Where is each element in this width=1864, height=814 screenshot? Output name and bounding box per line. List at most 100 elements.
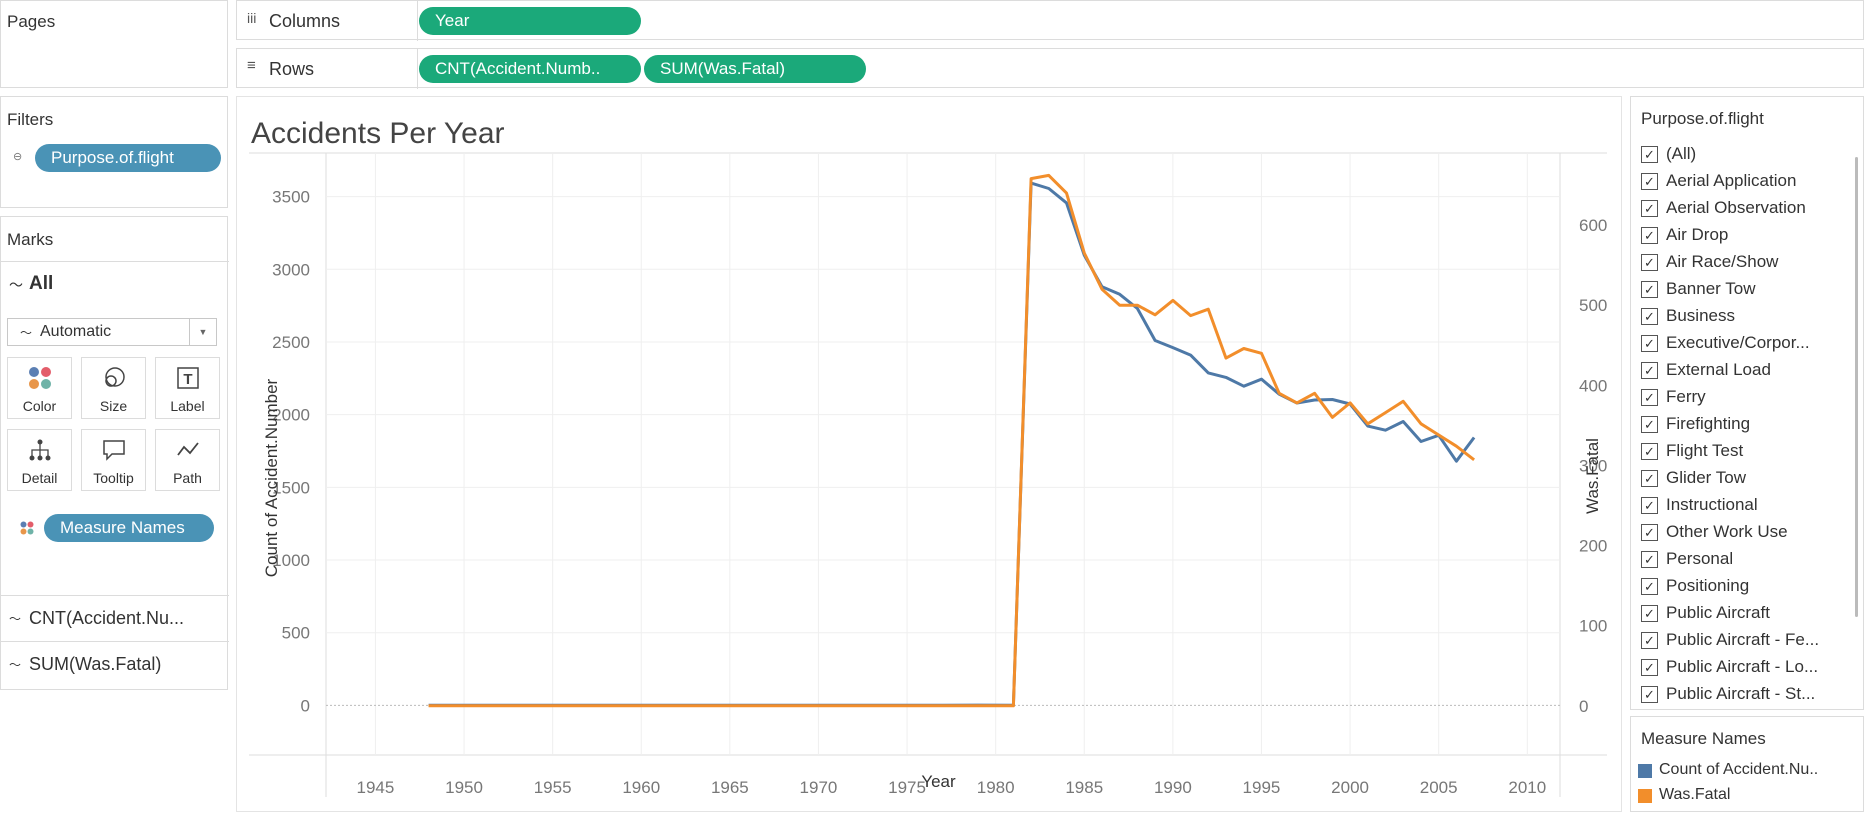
checkbox-checked-icon[interactable]: ✓ (1641, 497, 1658, 514)
accidents-line-chart[interactable]: Accidents Per Year 1945 1950 1955 1960 1965 1… (237, 97, 1621, 811)
y-left-tick-label: 3000 (272, 260, 310, 279)
checkbox-checked-icon[interactable]: ✓ (1641, 335, 1658, 352)
y-left-axis-label: Count of Accident.Number (262, 378, 281, 577)
x-tick-label: 1955 (534, 778, 572, 797)
y-left-tick-label: 0 (301, 696, 310, 715)
x-tick-label: 1950 (445, 778, 483, 797)
color-icon (29, 367, 51, 389)
checkbox-checked-icon[interactable]: ✓ (1641, 605, 1658, 622)
label-card[interactable]: T Label (155, 357, 220, 419)
filter-item-label: External Load (1666, 360, 1771, 379)
marks-measure-row[interactable]: 〜 CNT(Accident.Nu... (1, 595, 229, 641)
filter-icon: ⊖ (13, 151, 23, 163)
color-pill-measure-names[interactable]: Measure Names (44, 514, 214, 542)
checkbox-checked-icon[interactable]: ✓ (1641, 389, 1658, 406)
tooltip-icon (103, 440, 125, 461)
filter-item-label: Instructional (1666, 495, 1758, 514)
checkbox-checked-icon[interactable]: ✓ (1641, 227, 1658, 244)
label-icon: T (177, 367, 199, 389)
legend-label-count[interactable]: Count of Accident.Nu.. (1659, 761, 1819, 778)
x-tick-label: 1965 (711, 778, 749, 797)
y-right-tick-label: 400 (1579, 376, 1607, 395)
filter-item-label: Glider Tow (1666, 468, 1746, 487)
rows-icon: ≡ (247, 57, 256, 74)
checkbox-checked-icon[interactable]: ✓ (1641, 443, 1658, 460)
checkbox-checked-icon[interactable]: ✓ (1641, 173, 1658, 190)
filters-title: Filters (7, 110, 54, 129)
checkbox-checked-icon[interactable]: ✓ (1641, 524, 1658, 541)
y-left-tick-label: 500 (282, 624, 310, 643)
filter-scrollbar[interactable] (1855, 157, 1858, 617)
column-pill-year[interactable]: Year (419, 7, 641, 35)
pages-pane: Pages (0, 0, 228, 88)
label-card-label: Label (170, 398, 205, 414)
size-card[interactable]: Size (81, 357, 146, 419)
filter-item-label: Firefighting (1666, 414, 1751, 433)
marks-all-label[interactable]: All (29, 273, 54, 294)
filter-pill-purpose[interactable]: Purpose.of.flight (35, 144, 221, 172)
row-pill-fatal[interactable]: SUM(Was.Fatal) (644, 55, 866, 83)
detail-card-label: Detail (21, 470, 58, 486)
y-left-tick-label: 2000 (272, 406, 310, 425)
y-right-tick-label: 600 (1579, 216, 1607, 235)
marks-measure-row[interactable]: 〜 SUM(Was.Fatal) (1, 641, 229, 689)
line-mark-icon: 〜 (9, 612, 22, 626)
tooltip-card[interactable]: Tooltip (81, 429, 146, 491)
legend-swatch-count (1638, 764, 1652, 778)
checkbox-checked-icon[interactable]: ✓ (1641, 632, 1658, 649)
detail-card[interactable]: Detail (7, 429, 72, 491)
filters-pane: Filters ⊖ Purpose.of.flight (0, 96, 228, 208)
x-tick-label: 1960 (622, 778, 660, 797)
checkbox-checked-icon[interactable]: ✓ (1641, 686, 1658, 703)
rows-shelf[interactable]: ≡ Rows CNT(Accident.Numb.. SUM(Was.Fatal… (236, 48, 1864, 89)
filter-item-label: Public Aircraft (1666, 603, 1770, 622)
color-icon (20, 521, 34, 535)
y-right-tick-label: 500 (1579, 296, 1607, 315)
y-right-tick-label: 100 (1579, 617, 1607, 636)
columns-shelf[interactable]: iii Columns ▼ Year (236, 0, 1864, 41)
path-card[interactable]: Path (155, 429, 220, 491)
checkbox-checked-icon[interactable]: ✓ (1641, 254, 1658, 271)
filter-item-label: Air Drop (1666, 225, 1729, 244)
checkbox-checked-icon[interactable]: ✓ (1641, 362, 1658, 379)
series-line-count[interactable] (428, 181, 1476, 707)
y-right-tick-label: 300 (1579, 456, 1607, 475)
x-tick-label: 1990 (1154, 778, 1192, 797)
filter-item-label: Air Race/Show (1666, 252, 1779, 271)
y-left-tick-label: 1000 (272, 551, 310, 570)
y-right-tick-label: 0 (1579, 697, 1588, 716)
legend-swatch-fatal (1638, 789, 1652, 803)
legend-label-fatal[interactable]: Was.Fatal (1659, 786, 1731, 803)
color-card-label: Color (22, 398, 57, 414)
tooltip-card-label: Tooltip (93, 470, 134, 486)
x-tick-label: 2005 (1420, 778, 1458, 797)
y-left-tick-label: 2500 (272, 333, 310, 352)
mark-type-value: Automatic (40, 323, 112, 340)
filter-card-title: Purpose.of.flight (1641, 109, 1764, 128)
filter-item-label: Aerial Observation (1666, 198, 1806, 217)
checkbox-checked-icon[interactable]: ✓ (1641, 200, 1658, 217)
checkbox-checked-icon[interactable]: ✓ (1641, 659, 1658, 676)
x-tick-label: 1975 (888, 778, 926, 797)
line-mark-icon: 〜 (9, 658, 22, 672)
checkbox-checked-icon[interactable]: ✓ (1641, 308, 1658, 325)
filter-item-label: Positioning (1666, 576, 1750, 595)
rows-label: Rows (269, 59, 315, 79)
color-card[interactable]: Color (7, 357, 72, 419)
row-pill-count[interactable]: CNT(Accident.Numb.. (419, 55, 641, 83)
checkbox-checked-icon[interactable]: ✓ (1641, 416, 1658, 433)
checkbox-checked-icon[interactable]: ✓ (1641, 281, 1658, 298)
columns-icon: iii (247, 10, 257, 26)
checkbox-checked-icon[interactable]: ✓ (1641, 146, 1658, 163)
checkbox-checked-icon[interactable]: ✓ (1641, 578, 1658, 595)
checkbox-checked-icon[interactable]: ✓ (1641, 551, 1658, 568)
view-pane: Accidents Per Year 1945 1950 1955 1960 1965 1… (236, 96, 1622, 812)
series-line-fatal[interactable] (428, 173, 1476, 708)
checkbox-checked-icon[interactable]: ✓ (1641, 470, 1658, 487)
mark-type-select[interactable]: 〜 Automatic ▼ (7, 318, 217, 346)
shelf-divider (417, 49, 418, 89)
x-tick-label: 1970 (800, 778, 838, 797)
shelf-divider (417, 1, 418, 41)
x-tick-label: 1945 (357, 778, 395, 797)
x-tick-label: 1985 (1065, 778, 1103, 797)
